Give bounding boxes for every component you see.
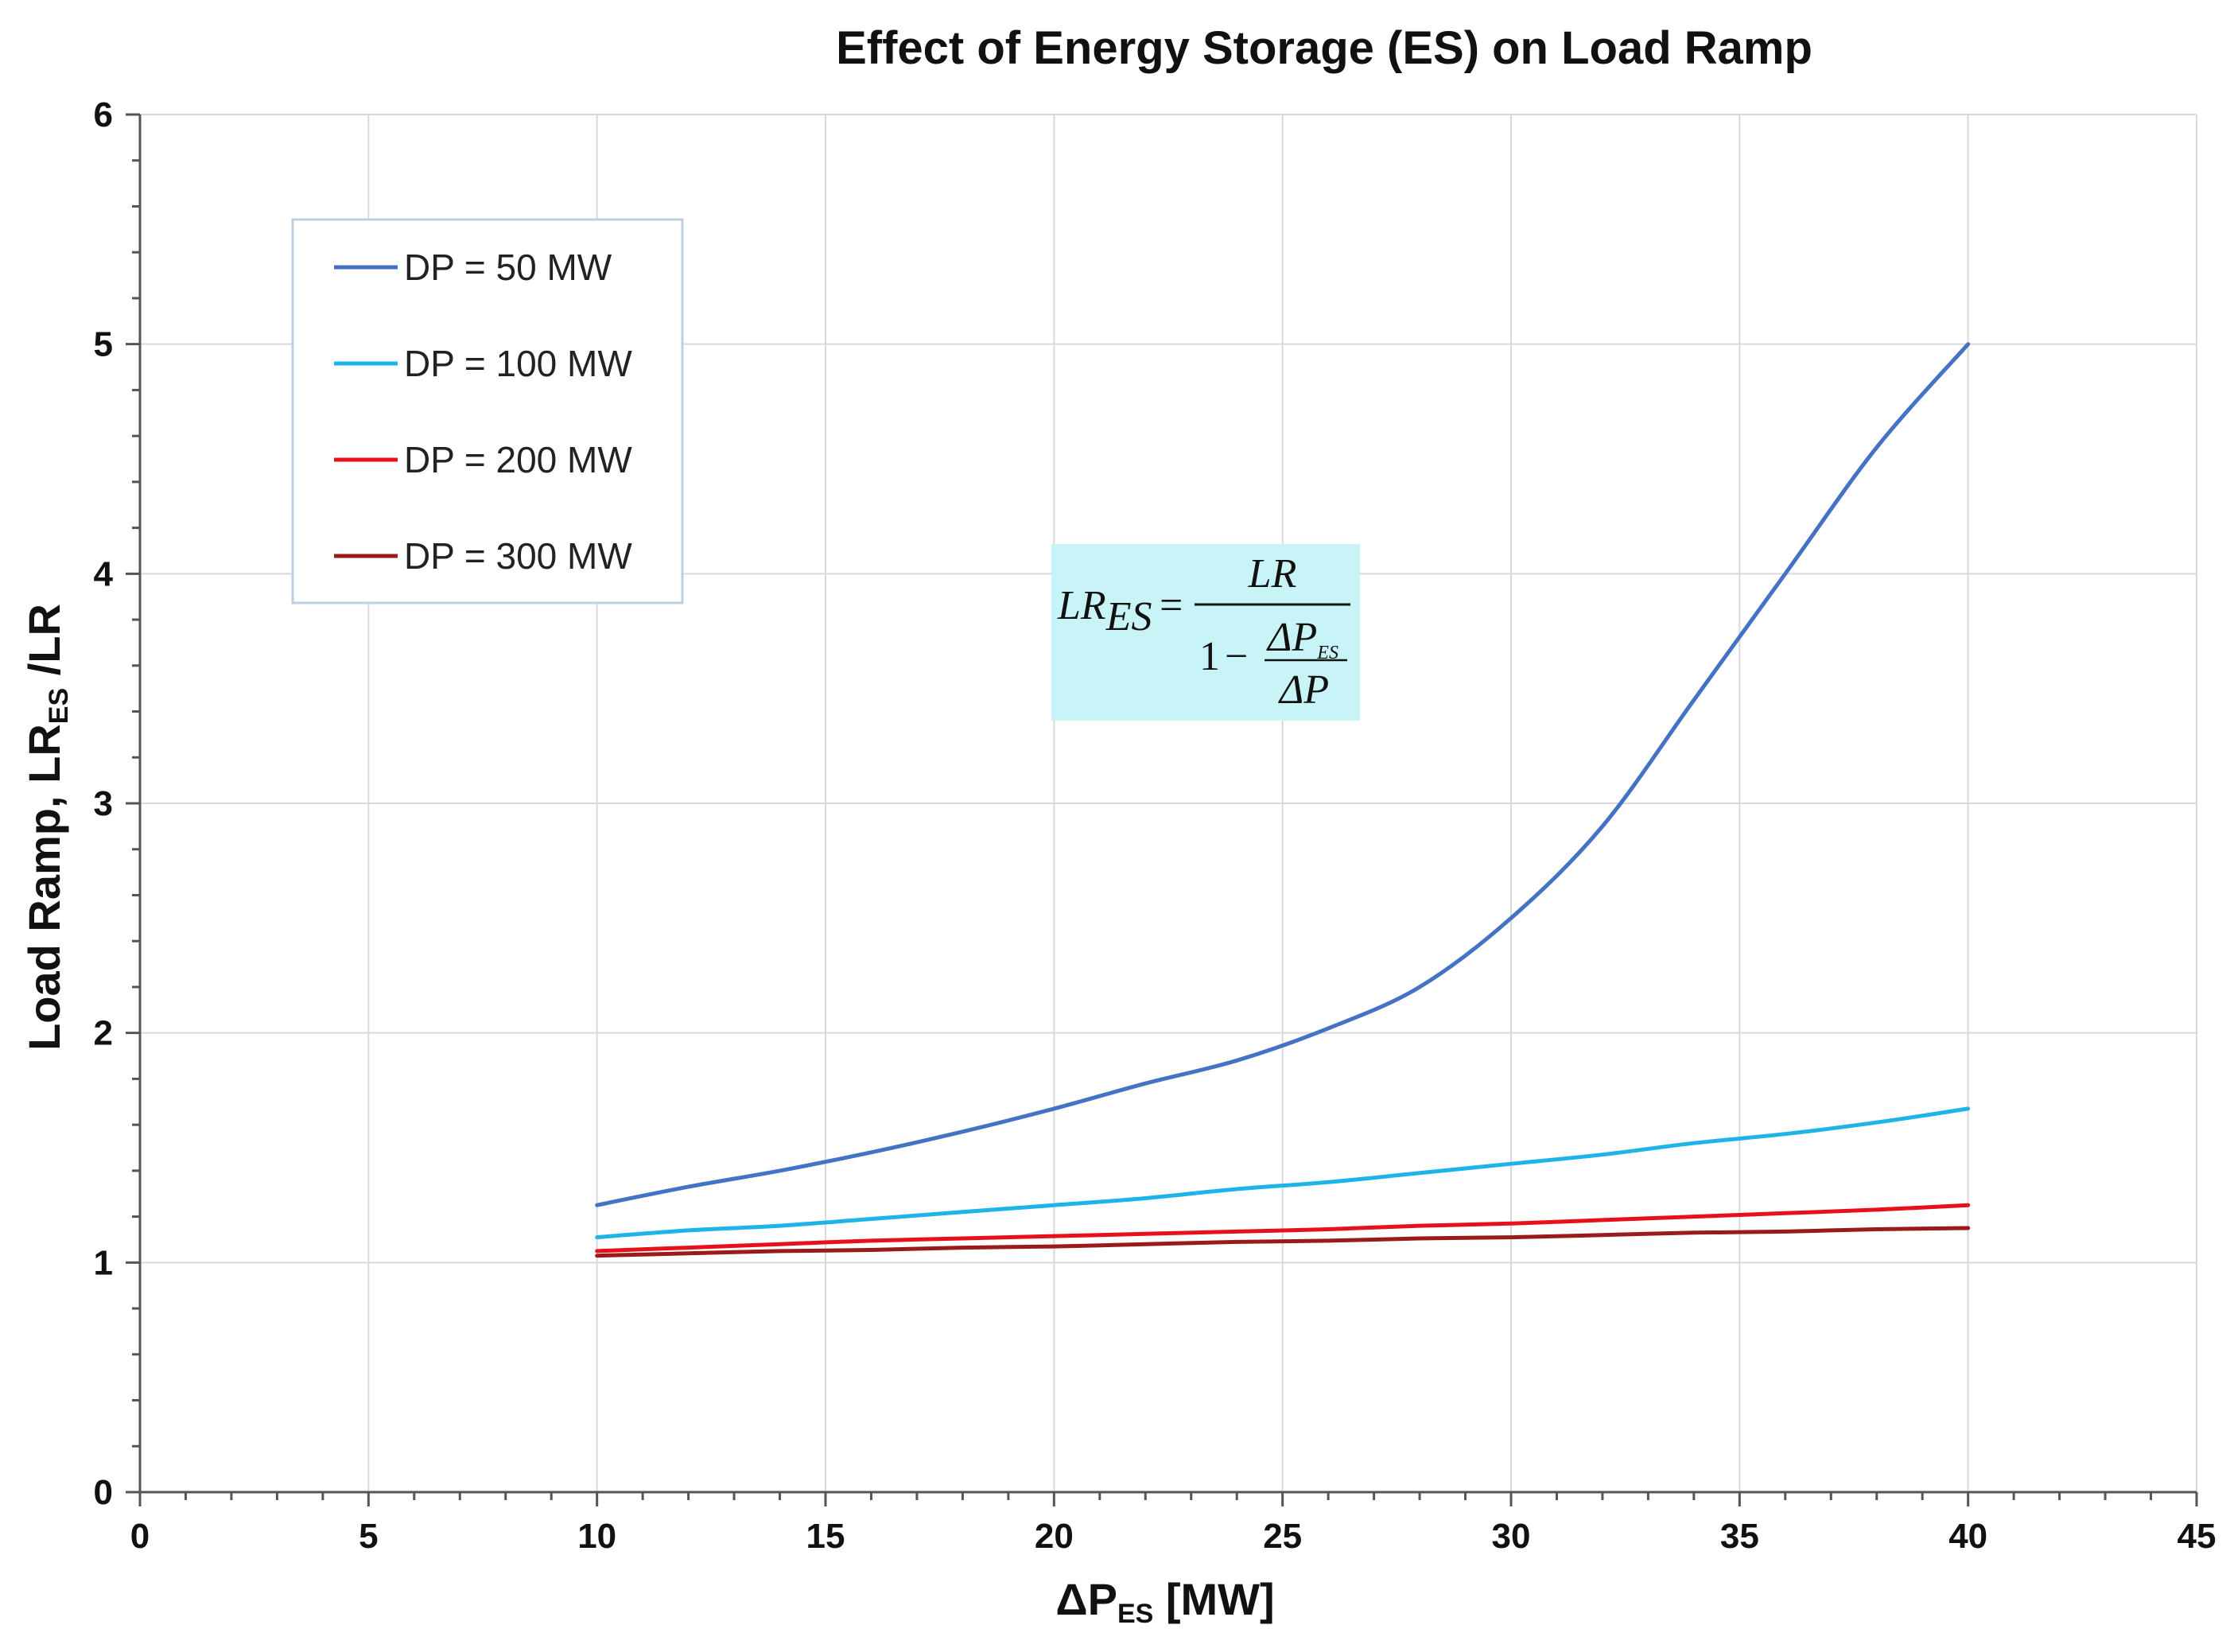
x-tick-label: 10	[577, 1517, 616, 1556]
y-axis-label: Load Ramp, LRES /LR	[19, 604, 74, 1051]
legend-label: DP = 50 MW	[404, 247, 612, 288]
formula-lhs: LRES	[1057, 583, 1152, 639]
axes	[126, 113, 2198, 1506]
x-tick-label: 15	[806, 1517, 845, 1556]
x-tick-label: 25	[1263, 1517, 1302, 1556]
formula-numerator: LR	[1248, 551, 1297, 597]
formula-inner-denominator: ΔP	[1278, 667, 1329, 713]
x-tick-label: 5	[359, 1517, 378, 1556]
formula-minus: −	[1225, 634, 1248, 679]
x-tick-label: 45	[2178, 1517, 2216, 1556]
y-tick-label: 0	[94, 1473, 113, 1512]
x-tick-label: 20	[1035, 1517, 1074, 1556]
y-tick-label: 5	[94, 325, 113, 364]
legend-label: DP = 300 MW	[404, 535, 632, 577]
chart-title: Effect of Energy Storage (ES) on Load Ra…	[836, 22, 1812, 74]
formula-annotation: LRES = LR 1 − ΔPES ΔP	[1051, 544, 1360, 721]
y-tick-label: 3	[94, 784, 113, 823]
x-tick-label: 0	[130, 1517, 150, 1556]
y-tick-label: 6	[94, 95, 113, 134]
legend-box	[291, 218, 684, 604]
legend: DP = 50 MW DP = 100 MW DP = 200 MW DP = 300…	[291, 218, 684, 604]
y-tick-label: 2	[94, 1014, 113, 1053]
formula-background	[1051, 544, 1360, 721]
series-line-1	[595, 342, 1971, 1207]
x-axis-label: ΔPES [MW]	[1055, 1574, 1274, 1629]
formula-equals: =	[1160, 583, 1183, 628]
series-lines	[595, 342, 1971, 1258]
legend-label: DP = 100 MW	[404, 343, 632, 384]
series-line-4	[595, 1226, 1971, 1258]
formula-one: 1	[1199, 634, 1220, 679]
x-tick-label: 30	[1492, 1517, 1531, 1556]
y-tick-label: 1	[94, 1243, 113, 1282]
x-tick-label: 35	[1720, 1517, 1759, 1556]
series-line-3	[595, 1203, 1971, 1254]
legend-label: DP = 200 MW	[404, 439, 632, 480]
series-line-2	[595, 1106, 1971, 1240]
x-tick-label: 40	[1948, 1517, 1987, 1556]
y-tick-label: 4	[94, 554, 114, 593]
